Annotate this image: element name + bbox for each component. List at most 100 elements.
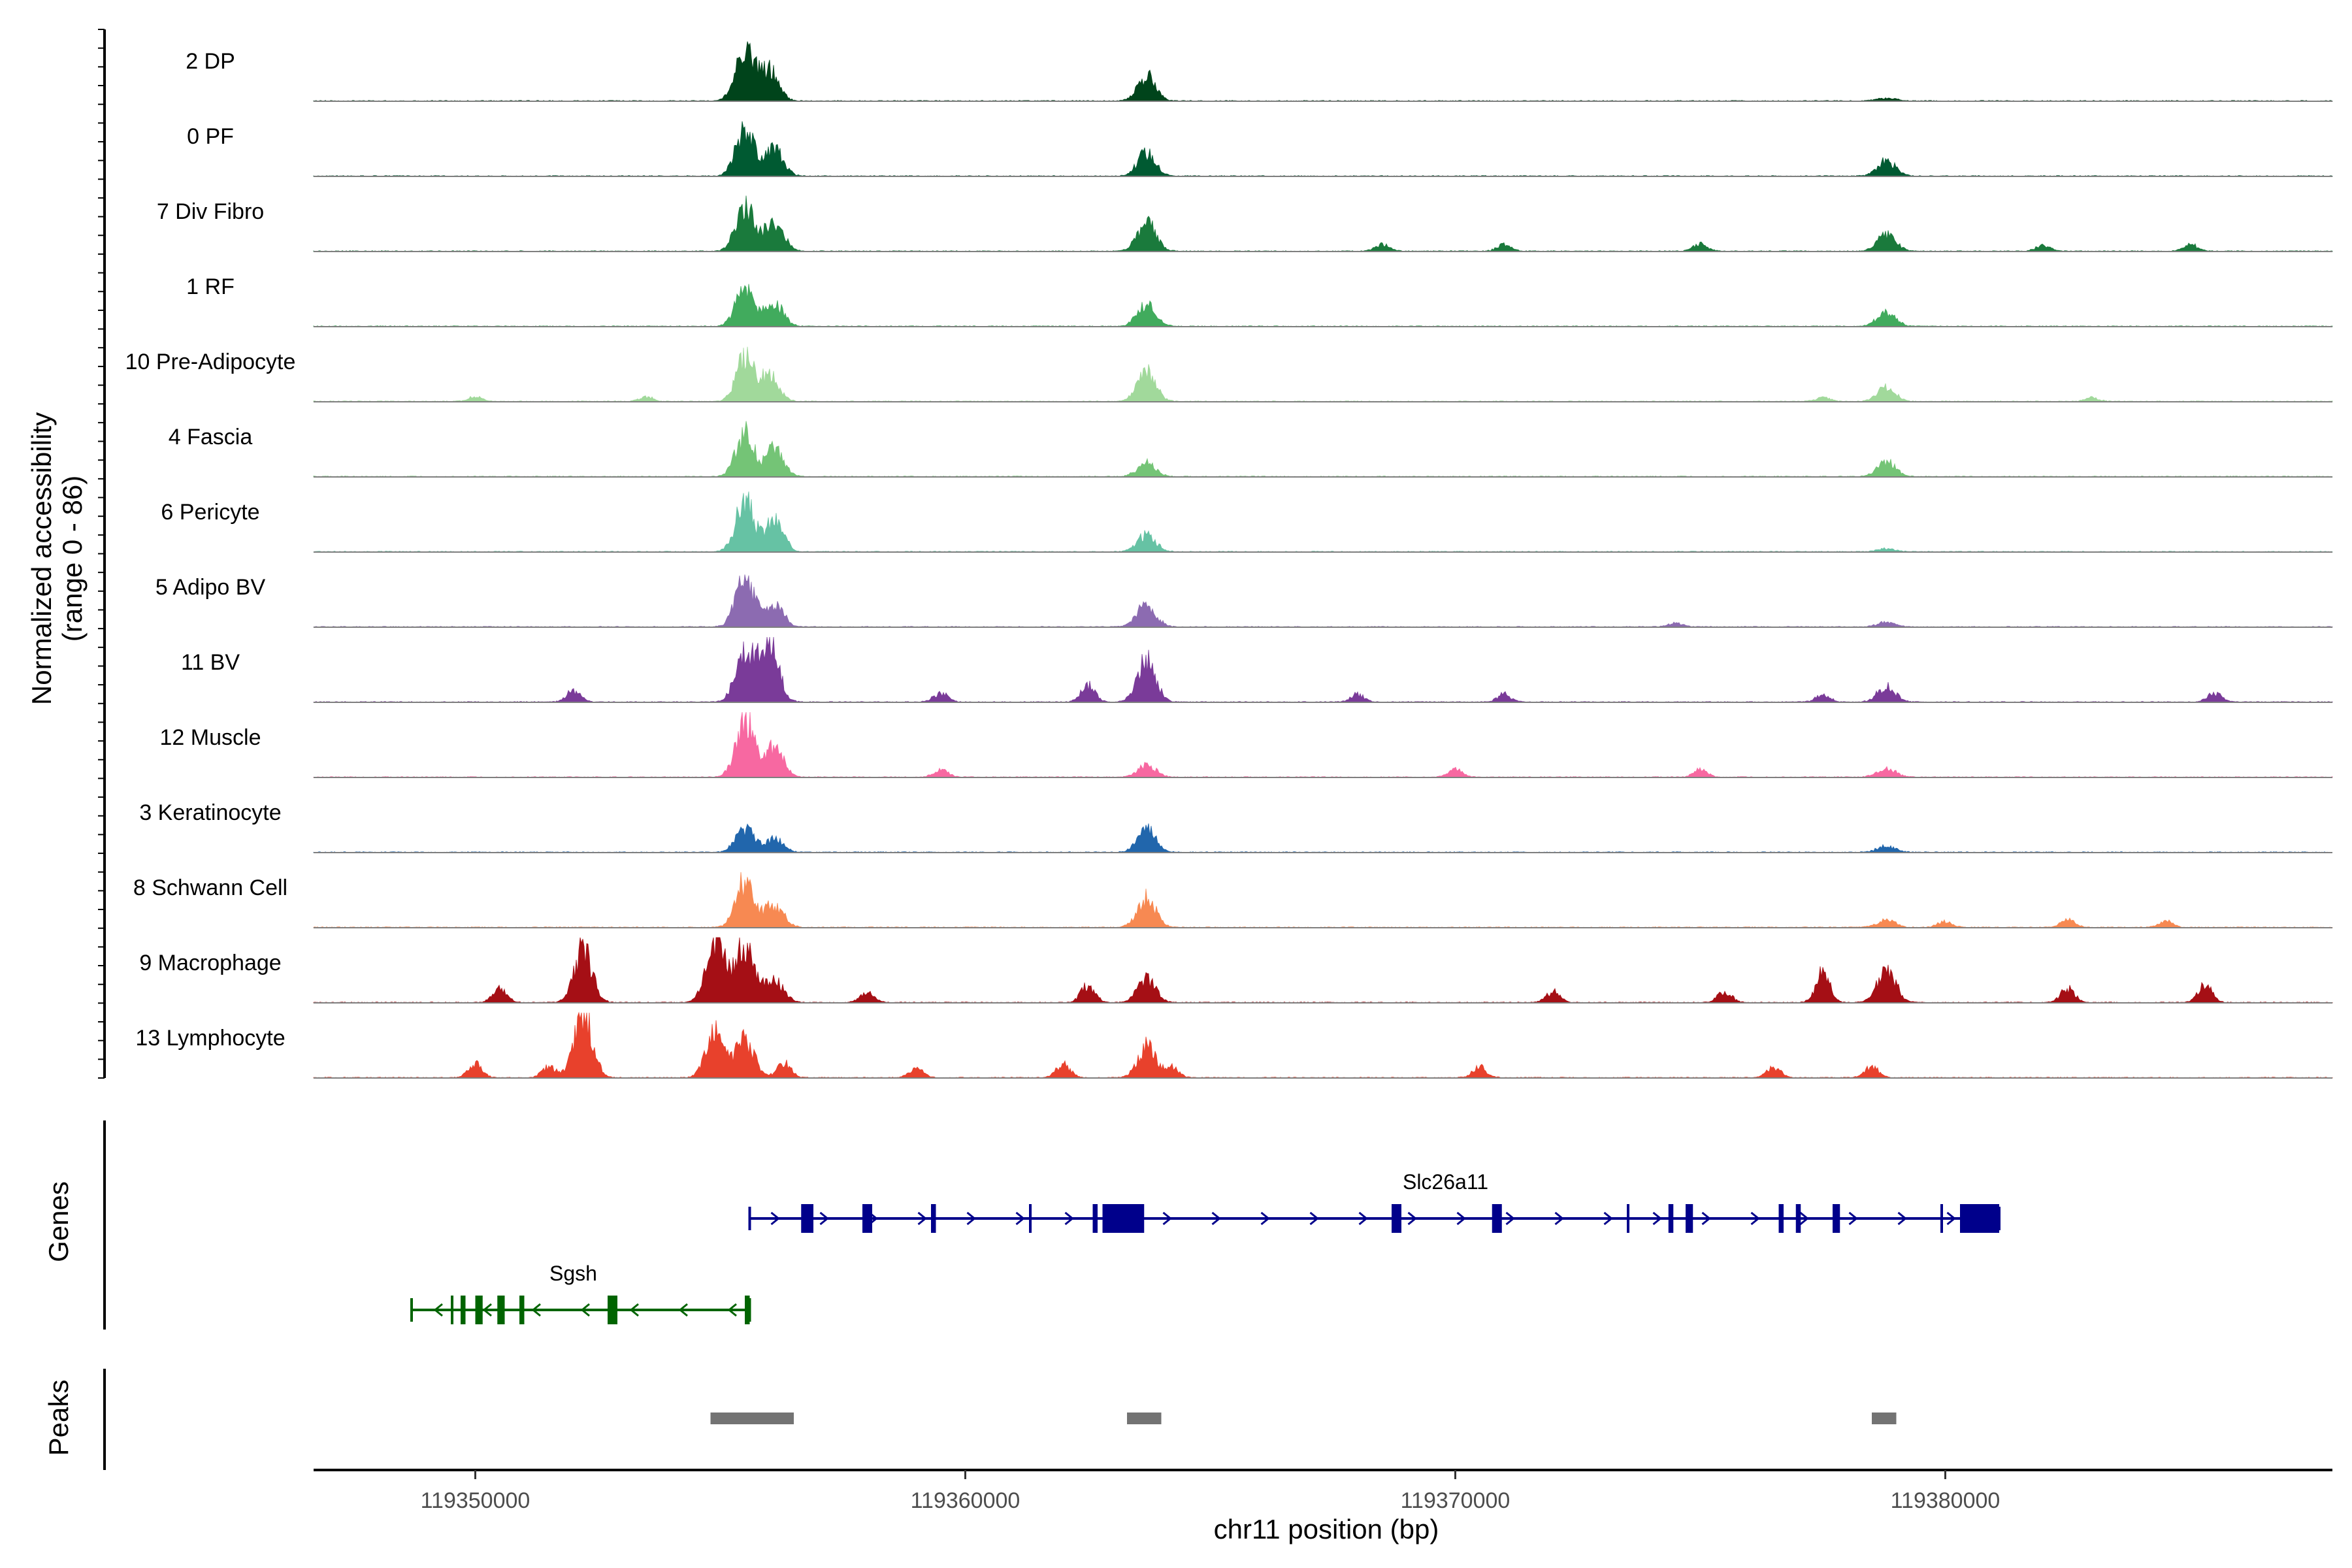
strand-arrow: [966, 1211, 976, 1226]
gene-label: Sgsh: [549, 1262, 597, 1285]
coverage-area: [313, 491, 2333, 553]
strand-arrow: [1946, 1211, 1956, 1226]
exon: [1102, 1204, 1145, 1233]
coverage-area: [313, 937, 2333, 1004]
strand-arrow: [819, 1211, 829, 1226]
exon: [1092, 1204, 1098, 1233]
track-label: 10 Pre-Adipocyte: [125, 350, 296, 374]
strand-arrow: [1848, 1211, 1858, 1226]
strand-arrow: [531, 1303, 541, 1317]
gene-label: Slc26a11: [1403, 1170, 1488, 1194]
exon: [1960, 1204, 1999, 1233]
strand-arrow: [1603, 1211, 1613, 1226]
exon: [801, 1204, 813, 1233]
track-0: 2 DP: [186, 41, 2333, 102]
track-4: 10 Pre-Adipocyte: [125, 346, 2333, 402]
coverage-area: [313, 346, 2333, 402]
track-10: 3 Keratinocyte: [139, 800, 2333, 853]
track-2: 7 Div Fibro: [157, 195, 2333, 252]
gene-slc26a11: Slc26a11: [748, 1170, 2001, 1233]
strand-arrow: [580, 1303, 590, 1317]
coverage-area: [313, 1011, 2333, 1079]
coverage-area: [313, 636, 2333, 703]
exon-thin: [1627, 1204, 1629, 1233]
coverage-area: [313, 872, 2333, 928]
track-3: 1 RF: [186, 274, 2333, 327]
called-peak: [1872, 1413, 1897, 1424]
peaks-track-title: Peaks: [43, 1380, 74, 1456]
exon-thin: [1029, 1204, 1032, 1233]
exon: [497, 1296, 505, 1324]
strand-arrow: [1456, 1211, 1466, 1226]
exon: [1778, 1204, 1784, 1233]
track-label: 7 Div Fibro: [157, 199, 264, 224]
strand-arrow: [1554, 1211, 1564, 1226]
strand-arrow: [1309, 1211, 1319, 1226]
x-axis-title: chr11 position (bp): [1214, 1514, 1439, 1544]
genes-track-title: Genes: [43, 1181, 74, 1262]
coverage-area: [313, 284, 2333, 327]
track-1: 0 PF: [187, 121, 2333, 177]
track-12: 9 Macrophage: [139, 937, 2333, 1004]
exon-thin: [1940, 1204, 1943, 1233]
track-label: 11 BV: [181, 650, 240, 675]
exon: [1492, 1204, 1502, 1233]
track-11: 8 Schwann Cell: [133, 872, 2333, 928]
exon: [931, 1204, 936, 1233]
track-13: 13 Lymphocyte: [135, 1011, 2333, 1079]
strand-arrow: [727, 1303, 737, 1317]
coverage-area: [313, 574, 2333, 628]
track-label: 3 Keratinocyte: [139, 800, 281, 825]
exon: [1686, 1204, 1693, 1233]
strand-arrow: [1064, 1211, 1074, 1226]
strand-arrow: [1652, 1211, 1662, 1226]
x-tick-label: 119380000: [1891, 1488, 2001, 1513]
strand-arrow: [433, 1303, 443, 1317]
exon: [608, 1296, 617, 1324]
coverage-area: [313, 195, 2333, 252]
x-tick-label: 119360000: [911, 1488, 1021, 1513]
strand-arrow: [1162, 1211, 1172, 1226]
y-axis-title-line1: Normalized accessibility: [26, 412, 57, 705]
coverage-area: [313, 121, 2333, 177]
strand-arrow: [1211, 1211, 1221, 1226]
exon: [461, 1296, 466, 1324]
strand-arrow: [1015, 1211, 1025, 1226]
strand-arrow: [1750, 1211, 1760, 1226]
exon: [745, 1296, 750, 1324]
track-label: 4 Fascia: [169, 425, 253, 449]
track-6: 6 Pericyte: [161, 491, 2333, 553]
track-label: 5 Adipo BV: [155, 575, 266, 600]
coverage-area: [313, 711, 2333, 778]
called-peak: [1127, 1413, 1162, 1424]
track-9: 12 Muscle: [160, 711, 2333, 778]
exon: [1795, 1204, 1801, 1233]
exon: [1668, 1204, 1674, 1233]
strand-arrow: [1407, 1211, 1417, 1226]
track-8: 11 BV: [181, 636, 2333, 703]
exon-thin: [1112, 1204, 1115, 1233]
gene-sgsh: Sgsh: [410, 1262, 751, 1324]
strand-arrow: [1897, 1211, 1907, 1226]
track-label: 1 RF: [186, 274, 235, 299]
track-label: 12 Muscle: [160, 725, 261, 750]
exon: [1392, 1204, 1401, 1233]
coverage-area: [313, 823, 2333, 853]
strand-arrow: [1505, 1211, 1515, 1226]
x-tick-label: 119370000: [1401, 1488, 1511, 1513]
track-5: 4 Fascia: [169, 421, 2333, 478]
exon: [519, 1296, 525, 1324]
exon-thin: [451, 1296, 453, 1324]
strand-arrow: [1799, 1211, 1809, 1226]
track-label: 6 Pericyte: [161, 500, 259, 525]
track-label: 13 Lymphocyte: [135, 1026, 285, 1051]
track-label: 0 PF: [187, 124, 234, 149]
strand-arrow: [770, 1211, 780, 1226]
x-tick-label: 119350000: [421, 1488, 531, 1513]
exon: [475, 1296, 483, 1324]
exon: [862, 1204, 872, 1233]
strand-arrow: [629, 1303, 639, 1317]
track-label: 8 Schwann Cell: [133, 875, 287, 900]
coverage-area: [313, 41, 2333, 102]
